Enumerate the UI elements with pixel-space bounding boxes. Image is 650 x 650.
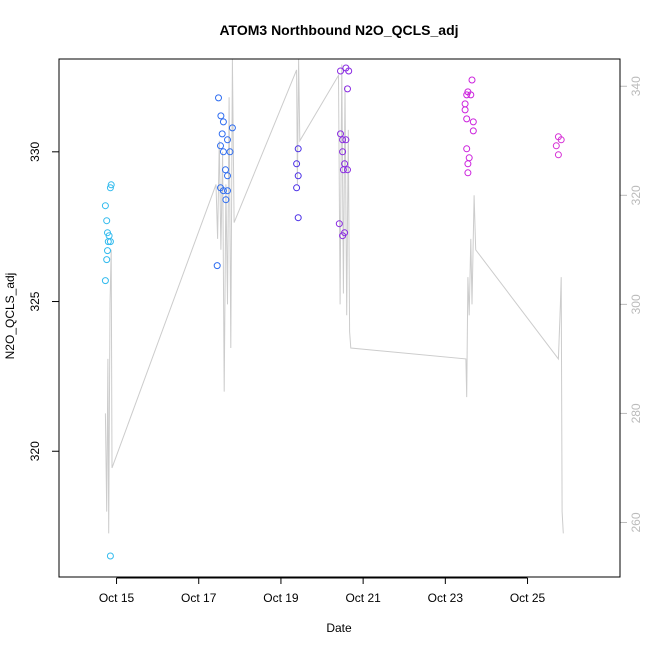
data-point-flight-4-10	[344, 166, 351, 174]
data-point-flight-2-7	[226, 148, 234, 156]
data-point-flight-4-9	[339, 166, 347, 174]
data-point-flight-5-5	[461, 106, 469, 114]
data-point-flight-3-3	[293, 184, 301, 192]
secondary-line-layer	[104, 58, 564, 534]
data-point-flight-5-0	[468, 76, 476, 84]
data-point-flight-4-2	[345, 67, 353, 75]
data-point-flight-5-7	[469, 118, 477, 126]
y2-tick-label-3: 320	[629, 185, 643, 205]
y-tick-label-0: 320	[28, 441, 42, 461]
y2-tick-label-1: 280	[629, 403, 643, 423]
y-axis-label: N2O_QCLS_adj	[3, 273, 17, 360]
data-point-flight-2-8	[228, 124, 236, 132]
data-point-flight-1-4	[104, 247, 111, 255]
data-point-flight-2-12	[219, 187, 227, 195]
data-point-flight-4-4	[337, 130, 344, 138]
data-point-flight-5-11	[464, 160, 472, 168]
data-point-flight-5-3	[467, 91, 475, 99]
series-flight-6	[552, 133, 565, 159]
y2-tick-label-2: 300	[629, 294, 643, 314]
data-point-flight-4-7	[339, 148, 347, 156]
data-point-flight-2-9	[222, 166, 229, 174]
data-point-flight-1-5	[103, 256, 111, 264]
data-point-flight-3-0	[294, 145, 302, 153]
data-point-flight-4-6	[342, 136, 350, 144]
secondary-series-line	[104, 58, 564, 534]
data-point-flight-5-6	[463, 115, 471, 123]
data-point-flight-2-15	[213, 262, 221, 270]
data-point-flight-3-4	[294, 214, 302, 222]
data-point-flight-2-2	[219, 118, 227, 126]
x-tick-label-0: Oct 15	[99, 591, 135, 605]
series-flight-5	[461, 76, 477, 177]
y2-tick-label-0: 260	[629, 512, 643, 532]
data-point-flight-2-14	[222, 196, 230, 204]
data-point-flight-5-12	[464, 169, 472, 177]
data-point-flight-4-3	[344, 85, 351, 93]
data-point-flight-3-1	[293, 160, 301, 168]
data-point-flight-6-1	[557, 136, 565, 144]
chart-title: ATOM3 Northbound N2O_QCLS_adj	[219, 22, 458, 38]
data-point-flight-2-0	[215, 94, 222, 102]
x-tick-label-5: Oct 25	[510, 591, 546, 605]
data-point-flight-2-4	[217, 142, 224, 150]
series-flight-2	[213, 94, 236, 270]
series-flight-1	[101, 181, 115, 560]
series-flight-4	[335, 64, 353, 240]
y2-tick-label-4: 340	[629, 76, 643, 96]
data-point-flight-5-8	[469, 127, 477, 135]
data-point-flight-2-1	[217, 112, 225, 120]
data-point-flight-4-11	[335, 220, 343, 228]
x-tick-label-3: Oct 21	[345, 591, 381, 605]
x-tick-label-2: Oct 19	[263, 591, 299, 605]
plot-frame	[58, 58, 621, 578]
data-point-flight-5-9	[463, 145, 471, 153]
y-tick-label-2: 330	[28, 141, 42, 161]
data-point-flight-1-10	[107, 181, 115, 189]
data-point-flight-2-13	[224, 187, 231, 195]
data-point-flight-2-5	[219, 148, 227, 156]
data-point-flight-1-6	[101, 277, 109, 285]
data-point-flight-6-2	[552, 142, 560, 150]
y-tick-label-1: 325	[28, 291, 42, 311]
data-point-flight-1-1	[103, 217, 111, 225]
data-point-flight-6-3	[554, 151, 562, 159]
data-point-flight-1-9	[106, 184, 114, 192]
data-point-flight-2-6	[224, 136, 231, 144]
data-point-flight-1-11	[106, 552, 114, 560]
data-points-layer	[101, 64, 565, 560]
data-point-flight-4-13	[339, 232, 347, 240]
data-point-flight-2-10	[224, 172, 231, 180]
x-tick-label-4: Oct 23	[428, 591, 464, 605]
data-point-flight-4-5	[339, 136, 347, 144]
data-point-flight-3-2	[294, 172, 302, 180]
series-flight-3	[293, 145, 302, 222]
x-tick-label-1: Oct 17	[181, 591, 217, 605]
x-axis-label: Date	[326, 621, 352, 635]
data-point-flight-1-0	[101, 202, 109, 210]
data-point-flight-4-0	[337, 67, 344, 75]
data-point-flight-5-2	[463, 91, 471, 99]
data-point-flight-2-3	[218, 130, 226, 138]
data-point-flight-1-8	[106, 238, 114, 246]
